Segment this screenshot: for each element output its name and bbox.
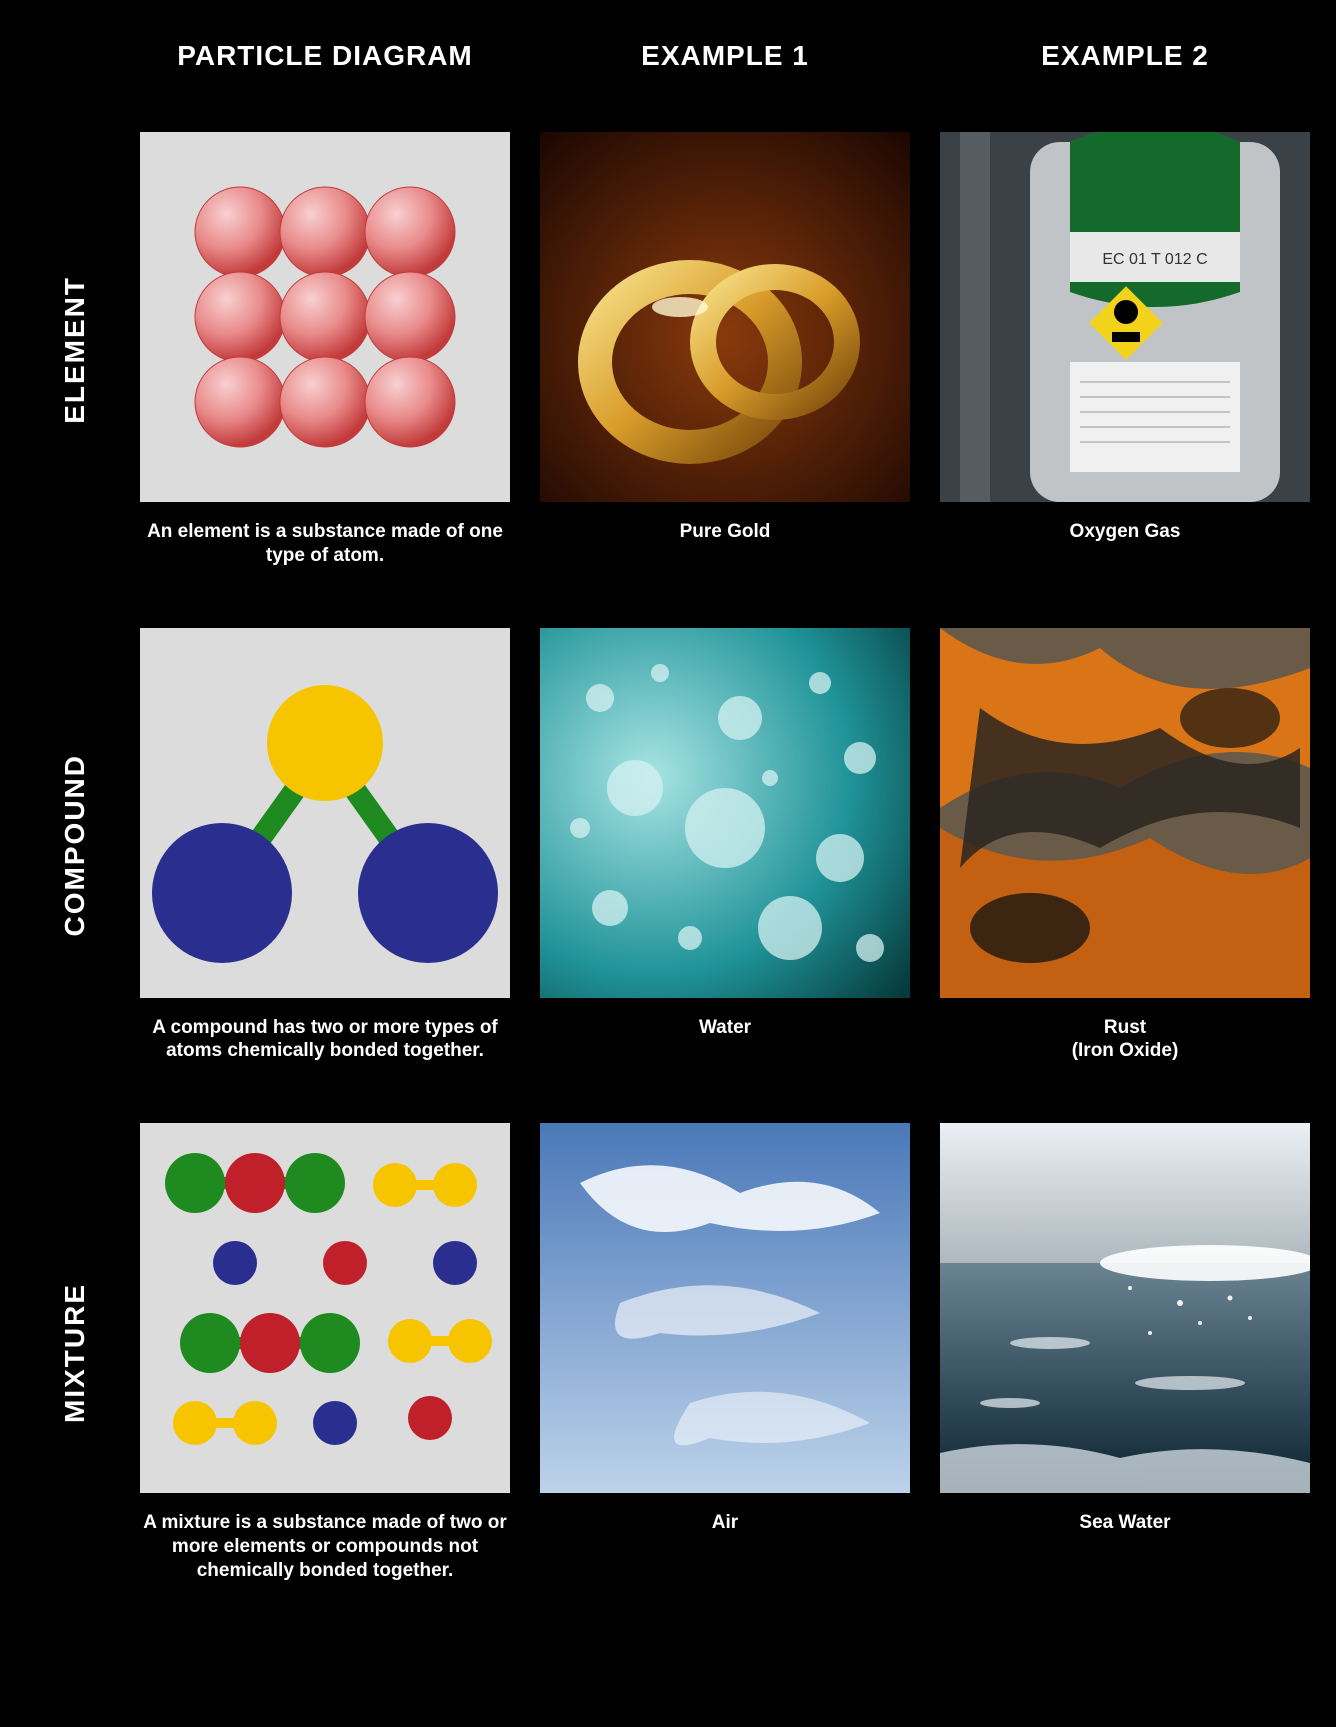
row-label-element: ELEMENT: [59, 276, 91, 424]
sea-photo: [940, 1123, 1310, 1493]
rust-photo: [940, 628, 1310, 998]
col-header-diagram: PARTICLE DIAGRAM: [140, 40, 510, 72]
compound-diagram-caption: A compound has two or more types of atom…: [140, 1016, 510, 1064]
cell-element-example2: EC 01 T 012 C Oxygen Gas: [940, 132, 1310, 544]
cell-element-diagram: An element is a substance made of one ty…: [140, 132, 510, 568]
col-header-example2: EXAMPLE 2: [940, 40, 1310, 72]
sky-photo: [540, 1123, 910, 1493]
cell-mixture-example2: Sea Water: [940, 1123, 1310, 1535]
cell-element-example1: Pure Gold: [540, 132, 910, 544]
cell-mixture-diagram: A mixture is a substance made of two or …: [140, 1123, 510, 1582]
cell-compound-example2: Rust (Iron Oxide): [940, 628, 1310, 1064]
mixture-diagram-caption: A mixture is a substance made of two or …: [140, 1511, 510, 1582]
mixture-ex1-caption: Air: [712, 1511, 738, 1535]
cell-compound-example1: Water: [540, 628, 910, 1040]
mixture-particle-diagram: [140, 1123, 510, 1493]
infographic-grid: PARTICLE DIAGRAM EXAMPLE 1 EXAMPLE 2 ELE…: [40, 40, 1296, 1582]
oxygen-tank-photo: EC 01 T 012 C: [940, 132, 1310, 502]
svg-text:EC 01 T 012 C: EC 01 T 012 C: [1102, 251, 1207, 268]
water-photo: [540, 628, 910, 998]
compound-ex2-caption: Rust (Iron Oxide): [1072, 1016, 1179, 1064]
compound-ex2-caption-line2: (Iron Oxide): [1072, 1039, 1179, 1063]
cell-mixture-example1: Air: [540, 1123, 910, 1535]
compound-ex1-caption: Water: [699, 1016, 751, 1040]
element-ex2-caption: Oxygen Gas: [1070, 520, 1181, 544]
cell-compound-diagram: A compound has two or more types of atom…: [140, 628, 510, 1064]
compound-particle-diagram: [140, 628, 510, 998]
mixture-ex2-caption: Sea Water: [1079, 1511, 1170, 1535]
gold-rings-photo: [540, 132, 910, 502]
row-label-compound: COMPOUND: [59, 754, 91, 936]
compound-ex2-caption-line1: Rust: [1104, 1017, 1146, 1038]
row-label-mixture: MIXTURE: [59, 1283, 91, 1423]
col-header-example1: EXAMPLE 1: [540, 40, 910, 72]
element-diagram-caption: An element is a substance made of one ty…: [140, 520, 510, 568]
element-ex1-caption: Pure Gold: [680, 520, 771, 544]
element-particle-diagram: [140, 132, 510, 502]
